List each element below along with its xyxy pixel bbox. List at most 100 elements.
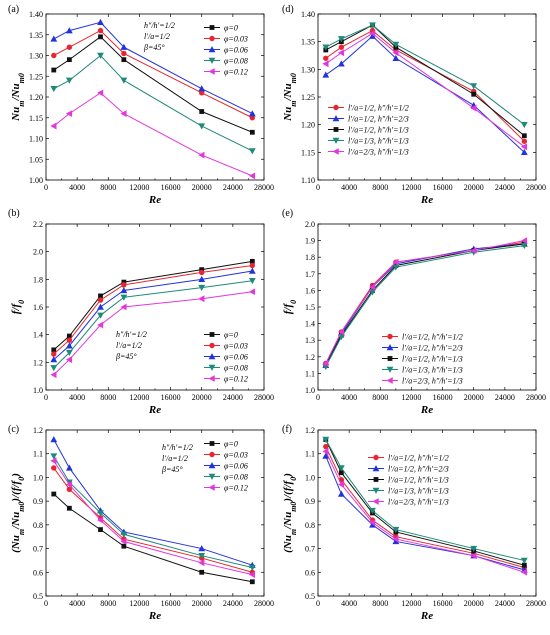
marker-triangle-up	[208, 46, 216, 53]
marker-triangle-left	[248, 571, 256, 579]
y-tick-label: 0.5	[33, 592, 43, 601]
y-tick-label: 0.9	[33, 497, 43, 506]
series	[50, 453, 256, 571]
marker-triangle-down	[520, 121, 528, 129]
series	[50, 52, 256, 155]
x-axis-title: Re	[148, 404, 161, 416]
legend-entry: l′/a=1/3, h″/h′=1/3	[402, 366, 463, 375]
x-axis-title: Re	[420, 610, 433, 622]
legend-entry: φ=0.08	[224, 364, 248, 373]
marker-triangle-up	[392, 54, 400, 61]
marker-square	[209, 25, 215, 30]
marker-square	[121, 279, 127, 285]
x-tick-label: 4000	[69, 599, 85, 608]
marker-square	[51, 491, 57, 497]
marker-triangle-left	[372, 498, 379, 505]
ylabel-main: (Nu	[282, 535, 294, 553]
y-tick-label: 1.05	[29, 155, 43, 164]
series-line	[325, 243, 525, 366]
marker-triangle-left	[248, 172, 256, 180]
marker-triangle-up	[208, 353, 216, 360]
y-tick-label: 1.0	[33, 386, 43, 395]
y-tick-label: 1.0	[305, 386, 315, 395]
y-tick-label: 1.0	[33, 473, 43, 482]
marker-triangle-left	[520, 568, 528, 576]
series-line	[325, 24, 525, 137]
marker-triangle-left	[322, 60, 329, 68]
ylabel-div: /Nu	[10, 83, 22, 101]
legend-entry: l′/a=1/2, h″/h′=1/3	[402, 355, 463, 364]
marker-triangle-down	[322, 44, 330, 51]
x-tick-label: 20000	[192, 183, 212, 192]
y-tick-label: 1.4	[305, 320, 315, 329]
ylabel-end: )	[282, 473, 294, 478]
marker-triangle-up	[50, 356, 58, 363]
marker-circle	[323, 55, 329, 61]
marker-triangle-left	[386, 377, 393, 384]
marker-square	[373, 477, 379, 482]
marker-circle	[121, 50, 127, 57]
condition-note: l′/a=1/2	[116, 341, 142, 350]
marker-circle	[97, 297, 104, 303]
marker-triangle-left	[50, 371, 57, 379]
series-line	[53, 92, 253, 177]
y-tick-label: 1.6	[305, 286, 315, 295]
ylabel-sub: m	[289, 529, 298, 535]
marker-square	[338, 470, 344, 476]
marker-triangle-down	[392, 526, 400, 533]
marker-triangle-up	[120, 287, 128, 294]
marker-triangle-left	[337, 49, 345, 57]
marker-triangle-down	[322, 436, 330, 443]
y-tick-label: 0.6	[305, 568, 315, 577]
series-line	[53, 280, 253, 369]
marker-triangle-up	[97, 18, 104, 26]
marker-triangle-down	[337, 465, 345, 472]
marker-triangle-up	[120, 43, 128, 50]
marker-triangle-down	[248, 277, 256, 285]
marker-triangle-left	[392, 258, 399, 266]
x-tick-label: 24000	[495, 183, 515, 192]
marker-triangle-up	[208, 462, 216, 469]
y-tick-label: 1.1	[305, 450, 315, 459]
marker-triangle-up	[332, 115, 340, 122]
marker-circle	[51, 52, 57, 59]
marker-triangle-up	[392, 538, 400, 545]
marker-triangle-down	[520, 557, 528, 564]
marker-triangle-left	[470, 104, 477, 112]
legend-entry: φ=0.06	[224, 46, 248, 55]
marker-triangle-up	[369, 521, 376, 528]
marker-triangle-up	[337, 60, 345, 67]
y-tick-label: 0.8	[305, 521, 315, 530]
ylabel-end: )	[10, 473, 22, 478]
marker-triangle-up	[369, 32, 376, 39]
y-tick-label: 1.25	[301, 93, 315, 102]
series-line	[325, 24, 525, 126]
ylabel-sub3: 0	[289, 477, 298, 481]
marker-triangle-up	[372, 465, 380, 472]
marker-triangle-down	[65, 349, 73, 357]
series-line	[325, 446, 525, 569]
x-tick-label: 28000	[526, 393, 546, 402]
marker-square	[249, 579, 255, 585]
x-tick-label: 0	[316, 183, 320, 192]
marker-triangle-down	[50, 365, 58, 372]
series-line	[325, 35, 525, 153]
legend: l′/a=1/2, h″/h′=1/2 l′/a=1/2, h″/h′=2/3 l′…	[382, 333, 463, 386]
y-tick-label: 1.5	[305, 303, 315, 312]
y-tick-label: 1.35	[301, 38, 315, 47]
marker-triangle-up	[322, 71, 330, 78]
y-tick-label: 1.40	[29, 10, 43, 19]
legend-entry: φ=0.06	[224, 353, 248, 362]
legend-entry: l′/a=1/2, h″/h′=1/3	[388, 476, 449, 485]
marker-triangle-down	[520, 242, 528, 249]
marker-triangle-down	[65, 77, 73, 84]
y-axis-title: Num/Num0	[282, 73, 298, 122]
x-tick-label: 24000	[223, 599, 243, 608]
x-tick-label: 20000	[464, 393, 484, 402]
marker-circle	[333, 104, 339, 111]
marker-triangle-up	[337, 490, 345, 497]
marker-circle	[66, 337, 73, 343]
marker-triangle-left	[322, 447, 329, 455]
series	[50, 89, 256, 180]
marker-triangle-up	[65, 464, 73, 471]
